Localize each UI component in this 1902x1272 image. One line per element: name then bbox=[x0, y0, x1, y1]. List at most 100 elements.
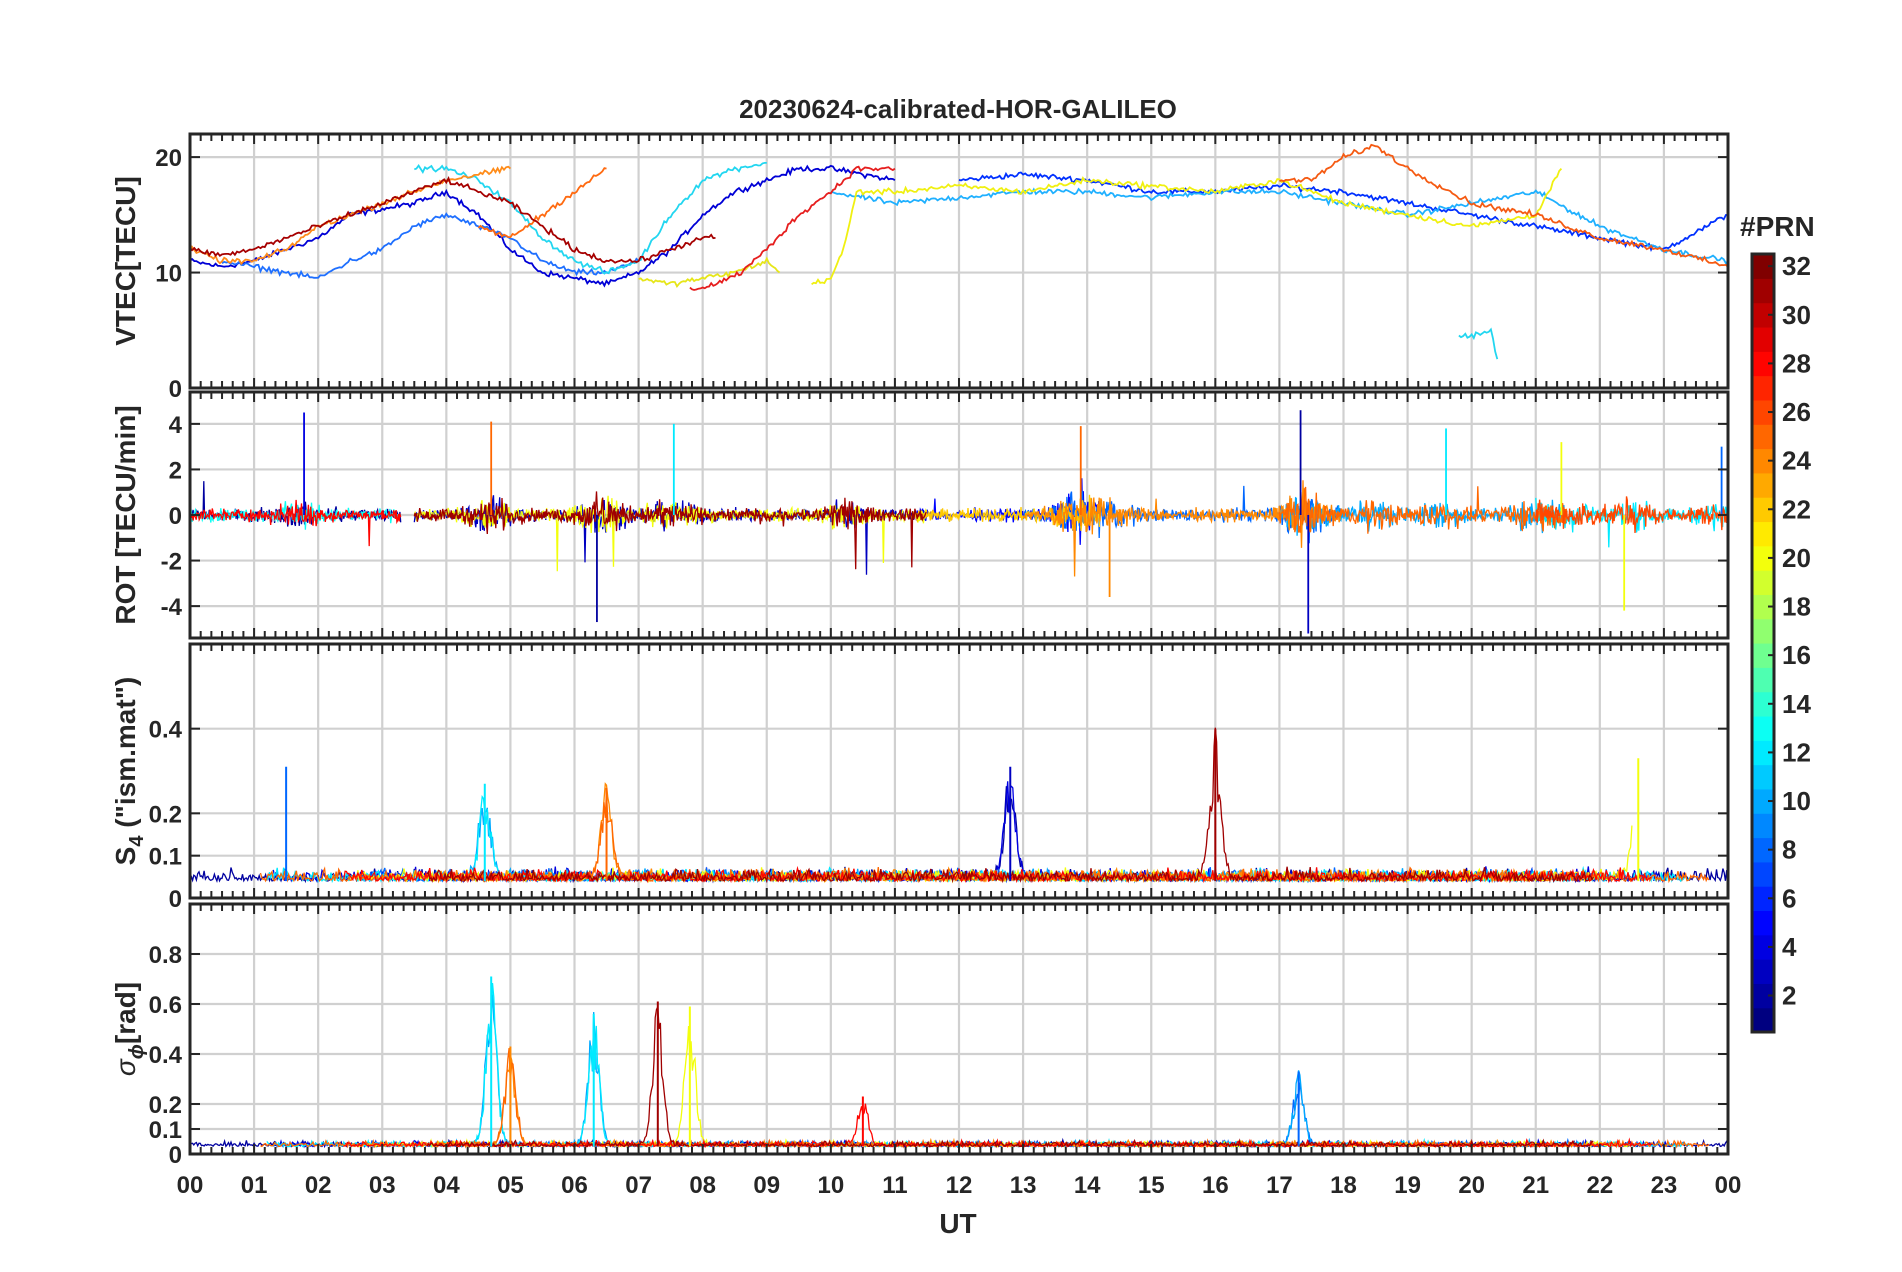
vtec-line-prn-31 bbox=[189, 176, 716, 264]
s4-line-prn-25 bbox=[259, 790, 1710, 884]
vtec-line-prn-20 bbox=[811, 167, 1563, 286]
y-tick-label: 10 bbox=[155, 261, 182, 288]
panel-sigphi: 00.10.2 0.4 0.6 0.8σϕ[rad] bbox=[110, 902, 1730, 1169]
y-tick-label: 0.6 bbox=[149, 992, 182, 1019]
colorbar-swatch bbox=[1752, 837, 1774, 863]
colorbar-swatch bbox=[1752, 910, 1774, 936]
x-tick-label: 13 bbox=[1010, 1172, 1037, 1199]
x-ticks-rot bbox=[189, 392, 1729, 638]
colorbar-tick-label: 32 bbox=[1782, 251, 1811, 281]
y-tick-label: 2 bbox=[169, 457, 182, 484]
y-grid-sigphi bbox=[190, 952, 1728, 1131]
x-tick-label: 07 bbox=[625, 1172, 652, 1199]
y-tick-labels-sigphi: 00.10.2 0.4 0.6 0.8 bbox=[149, 942, 1728, 1169]
y-tick-label: 0.2 bbox=[149, 1092, 182, 1119]
colorbar-swatch bbox=[1752, 959, 1774, 984]
chart-title: 20230624-calibrated-HOR-GALILEO bbox=[739, 94, 1177, 124]
colorbar-tick-label: 6 bbox=[1782, 883, 1796, 913]
y-tick-label: 0.1 bbox=[149, 844, 182, 871]
colorbar-swatch bbox=[1752, 399, 1774, 425]
x-tick-labels: 00 01 02 03 04 05 06 07 08 09 10 11 12 13 14 15 16 17 18 19… bbox=[177, 1172, 1742, 1199]
colorbar-title: #PRN bbox=[1740, 211, 1815, 242]
x-tick-label: 16 bbox=[1202, 1172, 1229, 1199]
colorbar-tick-label: 4 bbox=[1782, 932, 1797, 962]
x-tick-label: 22 bbox=[1586, 1172, 1613, 1199]
x-tick-label: 05 bbox=[497, 1172, 524, 1199]
vtec-line-prn-7 bbox=[221, 212, 640, 279]
colorbar-swatch bbox=[1752, 813, 1774, 839]
colorbar-swatch bbox=[1752, 545, 1774, 571]
colorbar-swatch bbox=[1752, 861, 1774, 887]
y-tick-labels-rot: -4 -2 0 2 4 bbox=[161, 412, 1728, 621]
x-tick-label: 17 bbox=[1266, 1172, 1293, 1199]
colorbar-tick-label: 20 bbox=[1782, 543, 1811, 573]
colorbar-swatch bbox=[1752, 934, 1774, 960]
colorbar-frame bbox=[1750, 252, 1776, 1034]
colorbar-swatch bbox=[1752, 740, 1774, 766]
y-tick-label: -4 bbox=[161, 594, 183, 621]
colorbar-swatch bbox=[1752, 472, 1774, 498]
x-tick-label: 00 bbox=[177, 1172, 204, 1199]
y-tick-label: 0.4 bbox=[149, 1042, 183, 1069]
x-tick-label: 11 bbox=[882, 1172, 907, 1199]
colorbar-swatch bbox=[1752, 302, 1774, 328]
colorbar-swatch bbox=[1752, 594, 1774, 620]
colorbar-tick-label: 10 bbox=[1782, 786, 1811, 816]
colorbar-tick-label: 30 bbox=[1782, 300, 1811, 330]
colorbar-swatch bbox=[1752, 424, 1774, 450]
x-tick-label: 00 bbox=[1715, 1172, 1742, 1199]
x-tick-label: 02 bbox=[305, 1172, 332, 1199]
colorbar-swatch bbox=[1752, 983, 1774, 1009]
x-ticks-vtec bbox=[189, 134, 1729, 388]
x-ticks-sigphi bbox=[189, 904, 1729, 1154]
colorbar-swatch bbox=[1752, 667, 1774, 693]
y-tick-label: 0 bbox=[169, 503, 182, 530]
rot-line-prn-28 bbox=[189, 499, 402, 547]
colorbar-swatch bbox=[1752, 326, 1774, 352]
y-axis-label-rot: ROT [TECU/min] bbox=[110, 405, 141, 624]
y-grid-s4 bbox=[190, 727, 1728, 857]
x-tick-label: 01 bbox=[241, 1172, 268, 1199]
series-sigphi bbox=[189, 976, 1729, 1149]
panel-vtec: 0 10 20 VTEC[TECU] bbox=[110, 132, 1730, 403]
x-tick-label: 10 bbox=[817, 1172, 844, 1199]
colorbar-tick-label: 26 bbox=[1782, 397, 1811, 427]
x-tick-label: 23 bbox=[1651, 1172, 1678, 1199]
rot-line-prn-31 bbox=[413, 491, 927, 570]
colorbar-tick-label: 16 bbox=[1782, 640, 1811, 670]
y-tick-labels-vtec: 0 10 20 bbox=[155, 145, 1728, 403]
colorbar-swatch bbox=[1752, 1007, 1774, 1033]
x-ticks-s4 bbox=[189, 644, 1729, 898]
y-tick-label: 0 bbox=[169, 886, 182, 913]
vtec-line-prn-28 bbox=[689, 165, 896, 291]
sigphi-line-prn-31 bbox=[426, 1004, 1594, 1149]
colorbar-tick-label: 2 bbox=[1782, 981, 1796, 1011]
colorbar-swatch bbox=[1752, 278, 1774, 304]
y-tick-label: 20 bbox=[155, 145, 182, 172]
sigphi-line-prn-25 bbox=[260, 1048, 1710, 1149]
colorbar-swatch bbox=[1752, 643, 1774, 668]
series-vtec bbox=[189, 143, 1729, 360]
vtec-line-prn-10 bbox=[830, 187, 1729, 265]
y-axis-label-vtec: VTEC[TECU] bbox=[110, 176, 141, 346]
x-tick-label: 12 bbox=[946, 1172, 973, 1199]
y-grid-vtec bbox=[190, 155, 1728, 274]
x-tick-label: 20 bbox=[1458, 1172, 1485, 1199]
y-tick-label: 0.1 bbox=[149, 1117, 182, 1144]
x-tick-label: 06 bbox=[561, 1172, 588, 1199]
colorbar-tick-label: 8 bbox=[1782, 835, 1796, 865]
series-s4 bbox=[189, 727, 1729, 884]
colorbar-swatch bbox=[1752, 886, 1774, 912]
colorbar-swatch bbox=[1752, 788, 1774, 814]
colorbar-swatch bbox=[1752, 351, 1774, 377]
rot-line-prn-25 bbox=[1278, 486, 1568, 534]
y-tick-label: 0.8 bbox=[149, 942, 182, 969]
y-tick-label: 0.2 bbox=[149, 801, 182, 828]
y-tick-labels-s4: 0 0.1 0.2 0.4 bbox=[149, 717, 1728, 913]
colorbar-swatch bbox=[1752, 570, 1774, 595]
x-tick-label: 14 bbox=[1074, 1172, 1101, 1199]
colorbar-swatch bbox=[1752, 691, 1774, 717]
